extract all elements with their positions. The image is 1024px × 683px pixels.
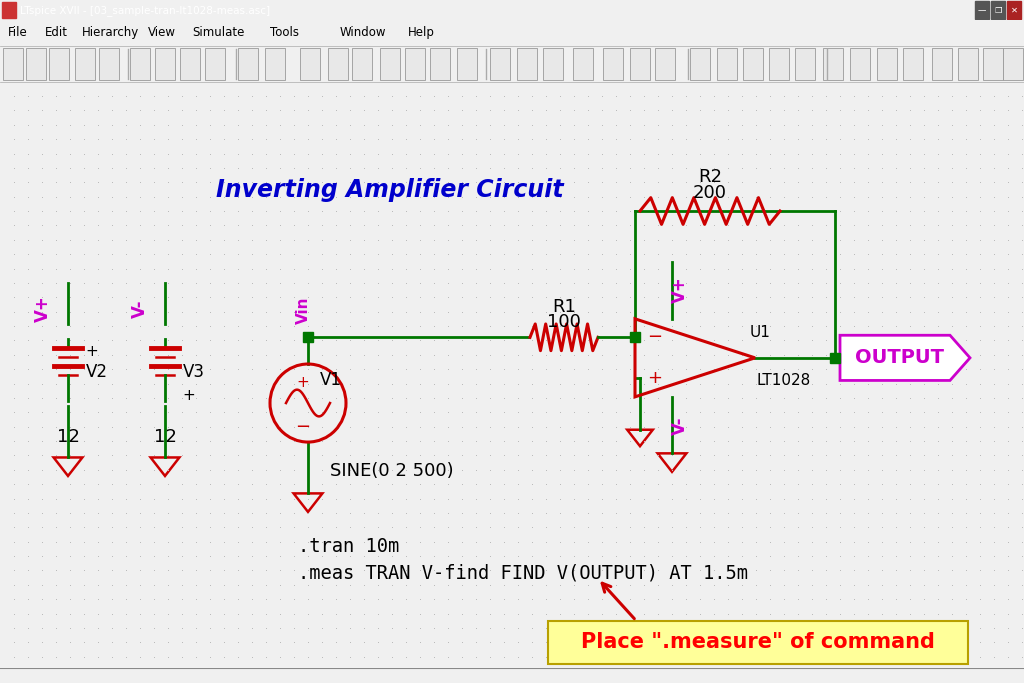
Text: R1: R1 (552, 298, 575, 316)
Bar (655, 48, 675, 80)
Bar (49, 48, 69, 80)
FancyBboxPatch shape (548, 621, 968, 664)
Bar (991, 1, 1005, 19)
Bar (352, 48, 372, 80)
Bar (130, 48, 150, 80)
Text: V+: V+ (34, 295, 52, 322)
Bar (823, 48, 843, 80)
Text: U1: U1 (750, 324, 771, 339)
Text: View: View (148, 26, 176, 40)
Bar (99, 48, 119, 80)
Bar (573, 48, 593, 80)
Bar (795, 48, 815, 80)
Text: Window: Window (340, 26, 386, 40)
Text: 200: 200 (693, 184, 727, 201)
Text: Help: Help (408, 26, 435, 40)
Text: File: File (8, 26, 28, 40)
Polygon shape (840, 335, 970, 380)
Bar (155, 48, 175, 80)
Bar (932, 48, 952, 80)
Bar (983, 48, 1002, 80)
Bar (517, 48, 537, 80)
Text: OUTPUT: OUTPUT (855, 348, 944, 367)
Bar (75, 48, 95, 80)
Text: V3: V3 (183, 363, 205, 381)
Text: Inverting Amplifier Circuit: Inverting Amplifier Circuit (216, 178, 564, 202)
Text: V-: V- (131, 299, 150, 318)
Text: 100: 100 (547, 313, 581, 331)
Bar (690, 48, 710, 80)
Text: LT1028: LT1028 (757, 373, 811, 388)
Text: LTspice XVII - [03_sample-tran-lt1028-meas.asc]: LTspice XVII - [03_sample-tran-lt1028-me… (20, 5, 270, 16)
Text: Vin: Vin (296, 296, 310, 324)
Bar (406, 48, 425, 80)
Text: −: − (647, 329, 663, 346)
Bar (1007, 1, 1021, 19)
Bar (238, 48, 258, 80)
Bar (630, 48, 650, 80)
Text: +: + (647, 370, 662, 387)
Bar (328, 48, 348, 80)
Text: R2: R2 (698, 168, 722, 186)
Text: Hierarchy: Hierarchy (82, 26, 139, 40)
Bar (743, 48, 763, 80)
Bar (603, 48, 623, 80)
Text: +: + (182, 389, 195, 404)
Text: ❒: ❒ (994, 5, 1001, 15)
Text: .meas TRAN V-find FIND V(OUTPUT) AT 1.5m: .meas TRAN V-find FIND V(OUTPUT) AT 1.5m (298, 564, 748, 583)
Bar (3, 48, 23, 80)
Text: Tools: Tools (270, 26, 299, 40)
Text: −: − (296, 417, 310, 436)
Text: V2: V2 (86, 363, 108, 381)
Text: +: + (297, 375, 309, 390)
Bar (769, 48, 790, 80)
Text: 12: 12 (154, 428, 176, 446)
Text: .tran 10m: .tran 10m (298, 538, 399, 556)
Bar (490, 48, 510, 80)
Bar (205, 48, 225, 80)
Text: V-: V- (671, 417, 689, 435)
Bar (903, 48, 923, 80)
Text: 12: 12 (56, 428, 80, 446)
Text: V1: V1 (319, 372, 342, 389)
Bar (26, 48, 46, 80)
Bar (1002, 48, 1023, 80)
Bar (457, 48, 477, 80)
Bar (975, 1, 989, 19)
Text: SINE(0 2 500): SINE(0 2 500) (330, 462, 454, 480)
Bar (300, 48, 319, 80)
Text: ✕: ✕ (1011, 5, 1018, 15)
Text: Edit: Edit (45, 26, 68, 40)
Bar (180, 48, 200, 80)
Text: +: + (85, 344, 97, 359)
Text: —: — (978, 5, 986, 15)
Text: Simulate: Simulate (193, 26, 245, 40)
Text: V+: V+ (671, 277, 689, 303)
Bar (2, 2, 16, 18)
Bar (265, 48, 285, 80)
Bar (380, 48, 400, 80)
Bar (958, 48, 978, 80)
Bar (877, 48, 897, 80)
Bar (850, 48, 870, 80)
Bar (717, 48, 737, 80)
Bar (430, 48, 450, 80)
Text: Place ".measure" of command: Place ".measure" of command (581, 632, 935, 652)
Bar (543, 48, 563, 80)
